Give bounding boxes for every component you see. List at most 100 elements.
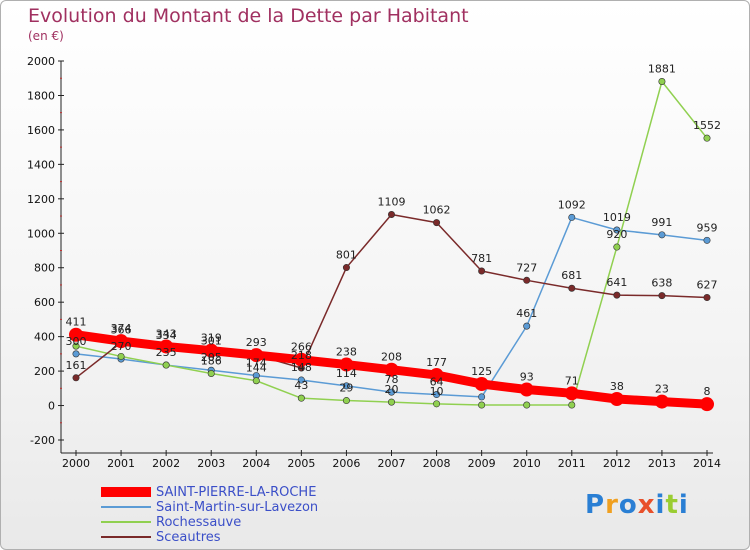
data-point: [207, 370, 215, 378]
data-point: [342, 264, 350, 272]
logo-letter: t: [665, 490, 679, 520]
data-label: 319: [201, 332, 222, 345]
x-tick-label: 2002: [152, 457, 180, 470]
x-tick-label: 2007: [378, 457, 406, 470]
data-label: 205: [201, 351, 222, 364]
data-label: 125: [471, 365, 492, 378]
chart-subtitle: (en €): [28, 29, 64, 43]
data-label: 1062: [423, 204, 451, 217]
data-point: [387, 210, 395, 218]
data-label: 727: [516, 261, 537, 274]
x-tick-label: 2003: [197, 457, 225, 470]
data-point: [613, 291, 621, 299]
data-point: [523, 322, 531, 330]
data-point: [478, 267, 486, 275]
data-point: [294, 352, 309, 367]
logo-letter: r: [605, 490, 619, 520]
data-point: [72, 350, 80, 358]
y-tick-label: 0: [48, 400, 55, 413]
data-point: [613, 243, 621, 251]
y-tick-label: 800: [34, 262, 55, 275]
data-label: 93: [520, 371, 534, 384]
data-point: [249, 348, 264, 363]
x-tick-label: 2000: [62, 457, 90, 470]
data-label: 300: [66, 335, 87, 348]
data-label: 266: [291, 341, 312, 354]
data-point: [433, 391, 441, 399]
data-label: 78: [385, 373, 399, 386]
logo-letter: i: [655, 490, 666, 520]
data-label: 641: [606, 276, 627, 289]
data-label: 38: [610, 380, 624, 393]
data-point: [568, 284, 576, 292]
data-point: [658, 78, 666, 86]
data-label: 270: [111, 340, 132, 353]
data-point: [297, 394, 305, 402]
data-label: 235: [156, 346, 177, 359]
data-label: 334: [156, 329, 177, 342]
legend-swatch: [101, 521, 151, 523]
x-tick-label: 2005: [287, 457, 315, 470]
data-point: [429, 368, 444, 383]
legend-swatch: [101, 536, 151, 538]
data-point: [658, 292, 666, 300]
data-label: 64: [430, 376, 444, 389]
data-label: 238: [336, 346, 357, 359]
legend-label: Rochessauve: [156, 515, 242, 530]
data-point: [523, 276, 531, 284]
x-tick-label: 2011: [558, 457, 586, 470]
data-point: [523, 401, 531, 409]
data-point: [703, 134, 711, 142]
data-point: [162, 361, 170, 369]
data-point: [114, 334, 129, 349]
data-label: 781: [471, 252, 492, 265]
x-tick-label: 2001: [107, 457, 135, 470]
y-tick-label: 400: [34, 331, 55, 344]
data-label: 114: [336, 367, 357, 380]
data-label: 23: [655, 383, 669, 396]
data-label: 1019: [603, 211, 631, 224]
legend-item: Sceautres: [101, 530, 401, 545]
data-label: 1881: [648, 63, 676, 76]
x-tick-label: 2012: [603, 457, 631, 470]
series-2: [72, 78, 711, 409]
data-label: 801: [336, 249, 357, 262]
x-tick-label: 2004: [242, 457, 270, 470]
x-tick-label: 2014: [693, 457, 721, 470]
data-point: [703, 236, 711, 244]
x-tick-label: 2006: [332, 457, 360, 470]
x-tick-label: 2009: [468, 457, 496, 470]
legend-swatch: [101, 487, 151, 497]
data-point: [72, 342, 80, 350]
data-point: [519, 382, 534, 397]
data-point: [69, 327, 83, 342]
data-label: 144: [246, 362, 267, 375]
data-point: [72, 374, 80, 382]
data-label: 161: [66, 359, 87, 372]
chart-title: Evolution du Montant de la Dette par Hab…: [28, 5, 469, 27]
y-tick-label: 600: [34, 296, 55, 309]
legend-label: Saint-Martin-sur-Lavezon: [156, 500, 319, 515]
legend-swatch: [101, 506, 151, 508]
data-point: [342, 382, 350, 390]
data-label: 638: [651, 277, 672, 290]
data-label: 991: [651, 216, 672, 229]
data-label: 920: [606, 228, 627, 241]
legend: SAINT-PIERRE-LA-ROCHE Saint-Martin-sur-La…: [101, 485, 401, 545]
data-point: [478, 393, 486, 401]
proxiti-logo: Proxiti: [585, 490, 689, 520]
legend-item: Saint-Martin-sur-Lavezon: [101, 500, 401, 515]
data-point: [159, 339, 174, 354]
data-point: [613, 226, 621, 234]
series-0: [69, 327, 714, 412]
data-point: [252, 377, 260, 385]
legend-item: Rochessauve: [101, 515, 401, 530]
y-tick-label: 2000: [27, 55, 55, 68]
data-label: 293: [246, 336, 267, 349]
data-label: 411: [66, 316, 87, 329]
data-label: 208: [381, 351, 402, 364]
data-label: 374: [111, 322, 132, 335]
data-label: 186: [201, 355, 222, 368]
data-label: 366: [111, 323, 132, 336]
